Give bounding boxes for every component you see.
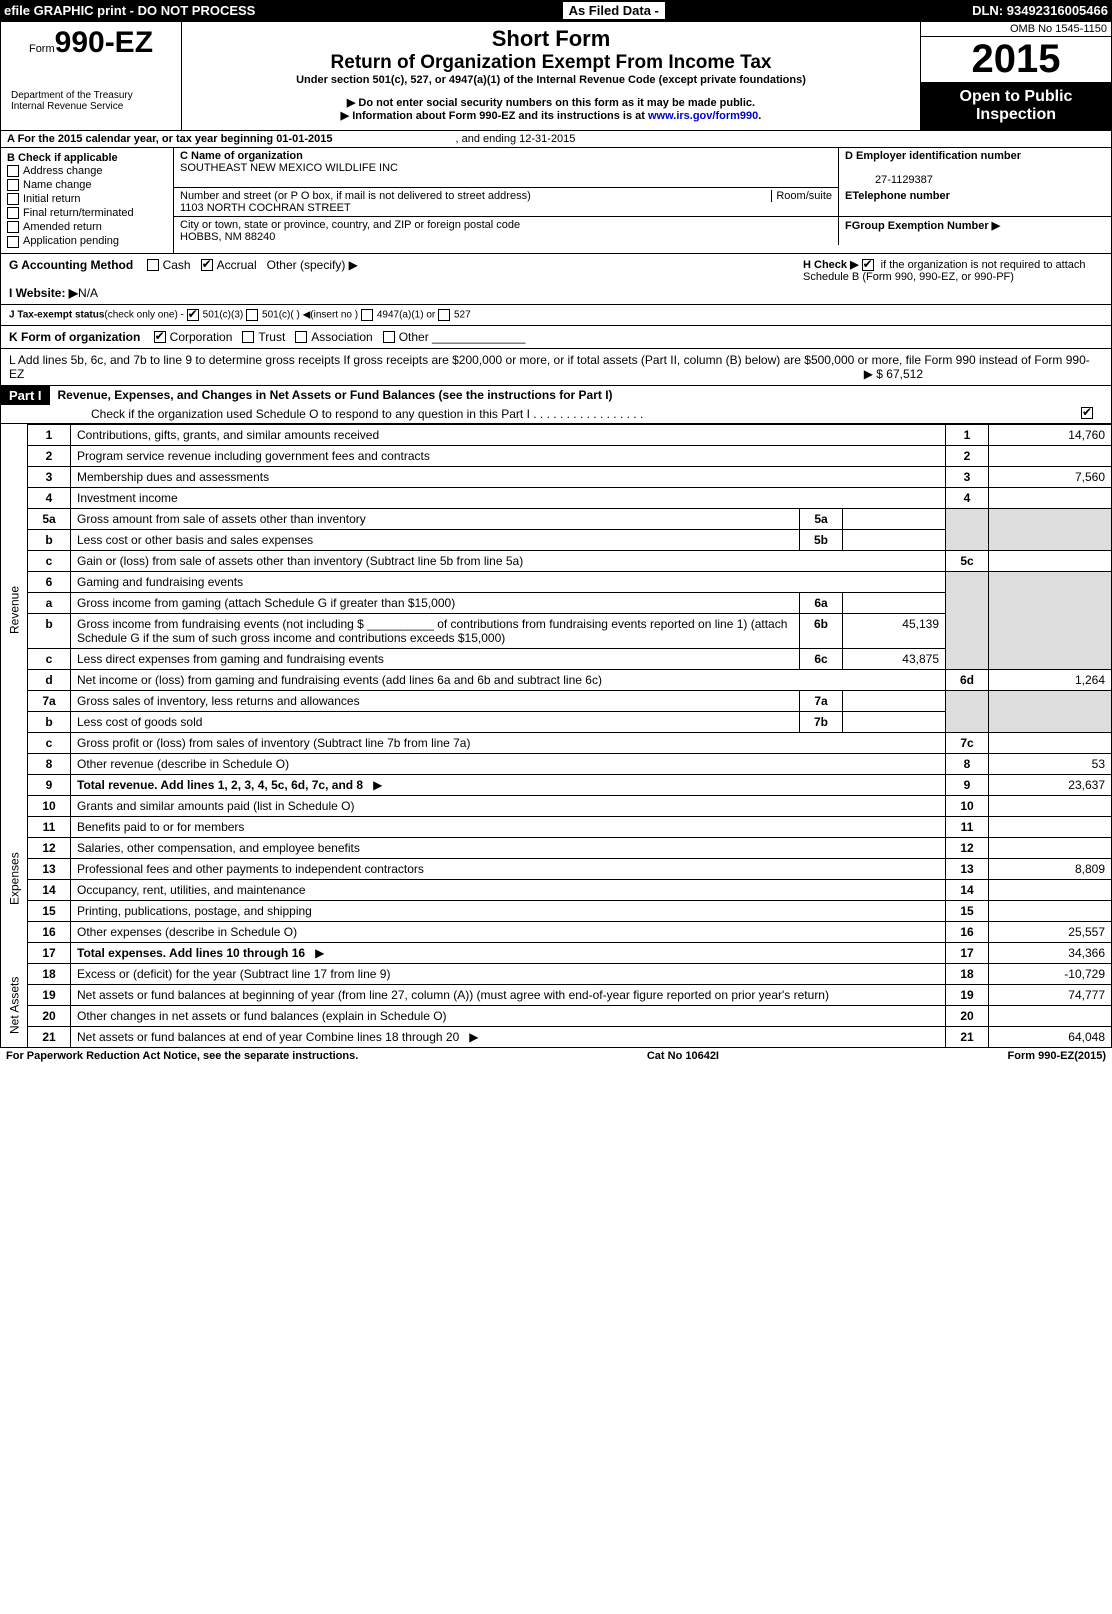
check-name[interactable] xyxy=(7,179,19,191)
check-527[interactable] xyxy=(438,309,450,321)
org-name: SOUTHEAST NEW MEXICO WILDLIFE INC xyxy=(180,162,398,174)
banner-left: efile GRAPHIC print - DO NOT PROCESS xyxy=(4,3,255,18)
check-501c3[interactable] xyxy=(187,309,199,321)
street-address: 1103 NORTH COCHRAN STREET xyxy=(180,202,351,214)
banner-right: DLN: 93492316005466 xyxy=(972,3,1108,18)
bullet-2: ▶ Information about Form 990-EZ and its … xyxy=(190,109,912,122)
subtitle: Under section 501(c), 527, or 4947(a)(1)… xyxy=(190,74,912,86)
dept-text: Department of the Treasury Internal Reve… xyxy=(11,90,171,112)
expenses-label: Expenses xyxy=(1,795,28,963)
city-state-zip: HOBBS, NM 88240 xyxy=(180,231,275,243)
section-g-h: H Check ▶ if the organization is not req… xyxy=(0,254,1112,305)
check-other[interactable] xyxy=(383,331,395,343)
c-label: C Name of organization xyxy=(180,150,303,162)
check-501c[interactable] xyxy=(246,309,258,321)
d-label: D Employer identification number xyxy=(845,150,1021,162)
check-address[interactable] xyxy=(7,165,19,177)
check-part1[interactable] xyxy=(1081,407,1093,419)
section-j: J Tax-exempt status(check only one) - 50… xyxy=(0,305,1112,326)
top-banner: efile GRAPHIC print - DO NOT PROCESS As … xyxy=(0,0,1112,21)
check-amended[interactable] xyxy=(7,221,19,233)
omb-number: OMB No 1545-1150 xyxy=(921,22,1111,37)
ein-value: 27-1129387 xyxy=(875,174,933,186)
check-initial[interactable] xyxy=(7,193,19,205)
check-assoc[interactable] xyxy=(295,331,307,343)
section-bcdef: B Check if applicable Address change Nam… xyxy=(0,148,1112,254)
check-h[interactable] xyxy=(862,259,874,271)
return-title: Return of Organization Exempt From Incom… xyxy=(190,52,912,74)
check-4947[interactable] xyxy=(361,309,373,321)
h-box: H Check ▶ if the organization is not req… xyxy=(803,258,1103,283)
bullet-1: ▶ Do not enter social security numbers o… xyxy=(190,96,912,109)
page-footer: For Paperwork Reduction Act Notice, see … xyxy=(0,1048,1112,1064)
b-column: B Check if applicable Address change Nam… xyxy=(1,148,174,253)
banner-center: As Filed Data - xyxy=(563,2,665,19)
short-form-title: Short Form xyxy=(190,26,912,52)
form-header: Form990-EZ Department of the Treasury In… xyxy=(0,21,1112,131)
section-a: A For the 2015 calendar year, or tax yea… xyxy=(0,131,1112,148)
check-pending[interactable] xyxy=(7,236,19,248)
check-cash[interactable] xyxy=(147,259,159,271)
check-accrual[interactable] xyxy=(201,259,213,271)
netassets-label: Net Assets xyxy=(1,963,28,1047)
check-trust[interactable] xyxy=(242,331,254,343)
open-public-badge: Open to Public Inspection xyxy=(921,82,1111,130)
l-amount: ▶ $ 67,512 xyxy=(864,367,923,381)
check-final[interactable] xyxy=(7,207,19,219)
tax-year: 2015 xyxy=(921,37,1111,82)
f-label: FGroup Exemption Number ▶ xyxy=(845,220,1000,232)
part-1-header: Part I Revenue, Expenses, and Changes in… xyxy=(0,386,1112,424)
lines-table: Revenue 1 Contributions, gifts, grants, … xyxy=(0,424,1112,1048)
section-l: L Add lines 5b, 6c, and 7b to line 9 to … xyxy=(0,349,1112,386)
form-number: Form990-EZ xyxy=(11,26,171,60)
e-label: ETelephone number xyxy=(845,190,950,202)
revenue-label: Revenue xyxy=(1,424,28,795)
check-corp[interactable] xyxy=(154,331,166,343)
section-k: K Form of organization Corporation Trust… xyxy=(0,326,1112,349)
i-label: I Website: ▶ xyxy=(9,286,78,300)
irs-link[interactable]: www.irs.gov/form990 xyxy=(648,110,758,122)
